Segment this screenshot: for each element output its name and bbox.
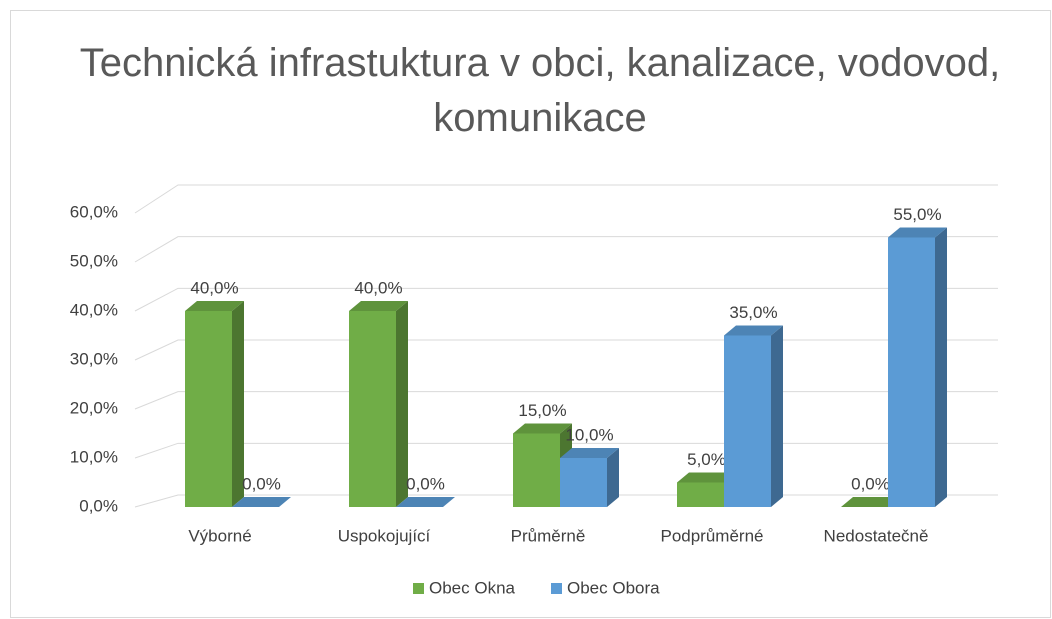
data-label: 55,0% (893, 205, 941, 224)
data-label: 5,0% (687, 450, 726, 469)
y-tick-label: 60,0% (70, 202, 118, 221)
chart-border (10, 10, 1051, 618)
bar (232, 497, 291, 507)
legend-label: Obec Okna (429, 578, 516, 597)
bar-side (232, 301, 244, 507)
grid-line (134, 236, 998, 263)
bar-top (185, 301, 244, 311)
bar-top (724, 325, 783, 336)
bar-side (771, 325, 783, 507)
x-tick-label: Průměrně (511, 526, 586, 545)
bar (185, 301, 244, 507)
bar (724, 325, 783, 507)
x-tick-label: Uspokojující (338, 526, 431, 545)
bar-front (185, 311, 232, 507)
bar (841, 497, 900, 507)
data-label: 40,0% (354, 278, 402, 297)
data-label: 40,0% (190, 278, 238, 297)
legend-swatch (413, 583, 424, 594)
bar-front (513, 433, 560, 507)
data-label: 0,0% (406, 474, 445, 493)
bar (560, 448, 619, 507)
legend-swatch (551, 583, 562, 594)
bar-top (888, 227, 947, 238)
bar-top (349, 301, 408, 311)
bar-front (724, 335, 771, 507)
bar-front (560, 458, 607, 507)
bar-top (513, 423, 572, 434)
bar-front (677, 482, 724, 507)
data-label: 35,0% (729, 303, 777, 322)
data-label: 10,0% (565, 425, 613, 444)
bar-top (841, 497, 900, 507)
bar (396, 497, 455, 507)
bar-side (396, 301, 408, 507)
x-tick-label: Výborné (188, 526, 251, 545)
y-tick-label: 30,0% (70, 349, 118, 368)
bar-side (607, 448, 619, 507)
y-tick-label: 40,0% (70, 300, 118, 319)
data-label: 0,0% (242, 474, 281, 493)
legend-label: Obec Obora (567, 578, 660, 597)
chart-title: Technická infrastuktura v obci, kanaliza… (80, 41, 1001, 140)
bar-top (232, 497, 291, 507)
bar (349, 301, 408, 507)
y-tick-label: 20,0% (70, 398, 118, 417)
data-label: 15,0% (518, 401, 566, 420)
y-tick-label: 0,0% (79, 496, 118, 515)
y-tick-label: 10,0% (70, 447, 118, 466)
y-tick-label: 50,0% (70, 251, 118, 270)
data-label: 0,0% (851, 474, 890, 493)
bar-top (560, 448, 619, 458)
bar-top (396, 497, 455, 507)
grid-line (134, 184, 998, 214)
bar-front (888, 237, 935, 507)
x-tick-label: Podprůměrné (660, 526, 763, 545)
bar-side (935, 227, 947, 507)
bar-front (349, 311, 396, 507)
x-tick-label: Nedostatečně (824, 526, 929, 545)
bar-top (677, 472, 736, 483)
bar (888, 227, 947, 507)
grid-line (134, 287, 998, 312)
